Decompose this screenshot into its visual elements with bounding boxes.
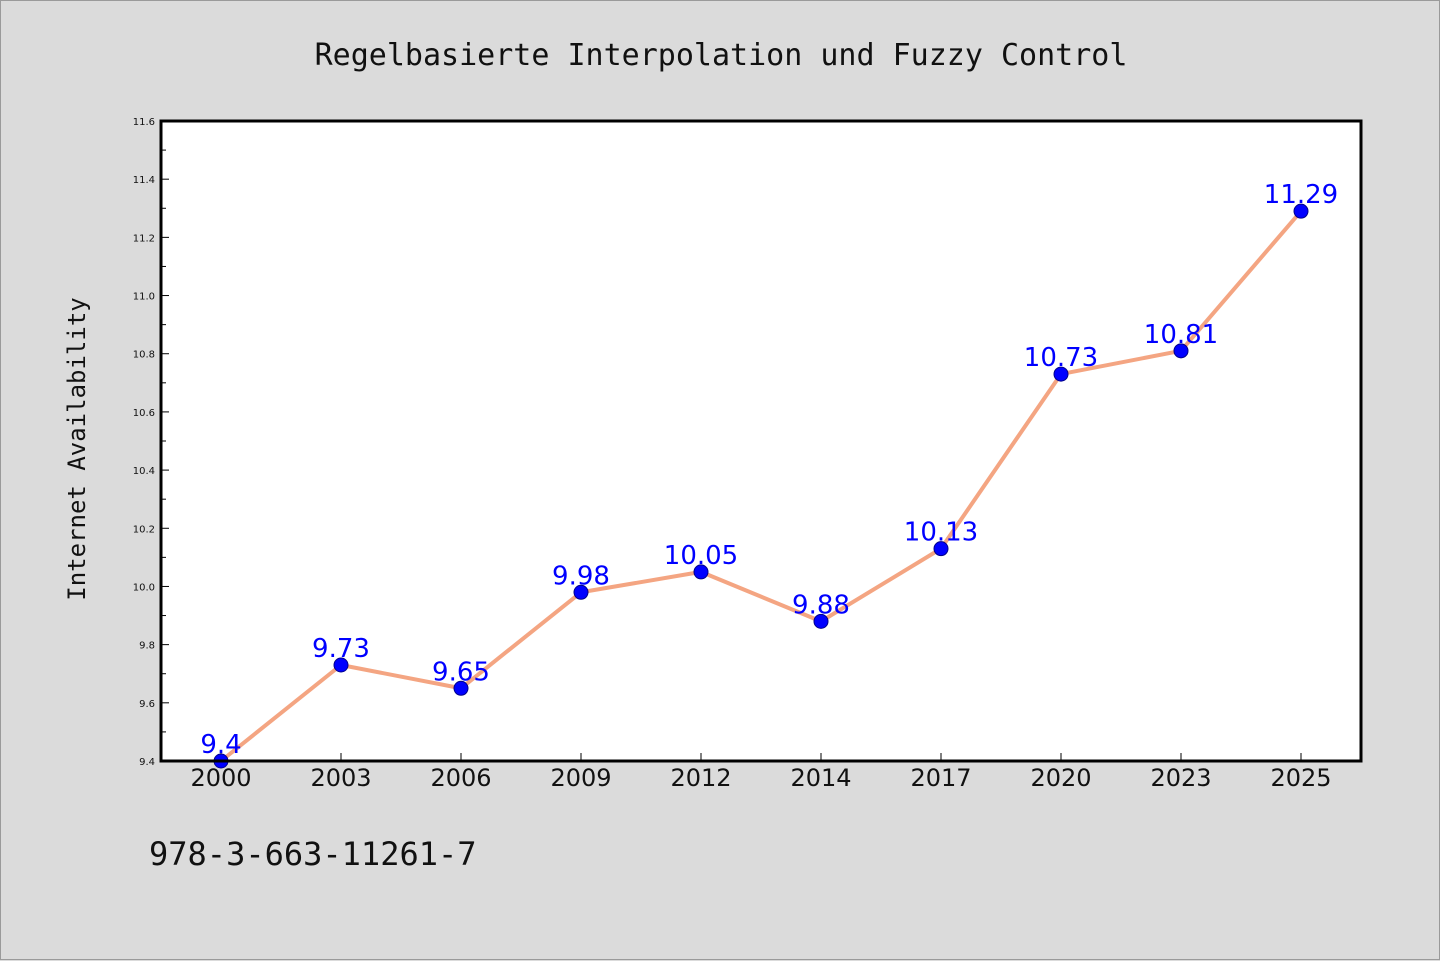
x-tick-label: 2006 — [430, 764, 491, 792]
data-point — [813, 613, 829, 629]
x-tick-label: 2025 — [1270, 764, 1331, 792]
x-tick-label: 2003 — [310, 764, 371, 792]
data-label: 9.88 — [792, 590, 850, 620]
x-tick-label: 2000 — [190, 764, 251, 792]
data-point — [1053, 366, 1069, 382]
data-point — [453, 680, 469, 696]
data-point — [1293, 203, 1309, 219]
series-layer: 9.4 9.73 9.65 9.98 10.05 9.88 10.13 10.73 10.81 1… — [200, 180, 1338, 769]
y-tick-label: 11.0 — [133, 292, 155, 303]
data-label: 11.29 — [1264, 180, 1338, 210]
chart-title: Regelbasierte Interpolation und Fuzzy Co… — [315, 38, 1128, 73]
x-axis: 2000 2003 2006 2009 2012 2014 2017 2020 2023 2025 — [190, 753, 1332, 792]
footnote: 978-3-663-11261-7 — [149, 835, 477, 873]
plot-frame — [159, 119, 1363, 763]
data-point — [693, 564, 709, 580]
y-tick-label: 11.6 — [133, 117, 155, 128]
data-label: 10.05 — [664, 541, 738, 571]
series-line — [219, 209, 1303, 763]
y-tick-label: 10.4 — [133, 466, 155, 477]
x-tick-label: 2017 — [910, 764, 971, 792]
y-axis-label: Internet Availability — [63, 297, 91, 600]
y-tick-label: 9.8 — [139, 641, 155, 652]
data-label: 10.81 — [1144, 320, 1218, 350]
y-tick-label: 11.2 — [133, 233, 155, 244]
x-tick-label: 2012 — [670, 764, 731, 792]
data-label: 9.98 — [552, 561, 610, 591]
y-tick-label: 10.8 — [133, 350, 155, 361]
x-tick-label: 2023 — [1150, 764, 1211, 792]
y-tick-label: 10.6 — [133, 408, 155, 419]
y-tick-label: 11.4 — [133, 175, 155, 186]
data-label: 10.73 — [1024, 343, 1098, 373]
x-tick-label: 2009 — [550, 764, 611, 792]
y-tick-label: 10.2 — [133, 524, 155, 535]
data-label: 9.4 — [200, 730, 241, 760]
data-label: 9.73 — [312, 634, 370, 664]
y-tick-label: 9.6 — [139, 699, 155, 710]
y-tick-label: 9.4 — [139, 757, 155, 768]
x-tick-label: 2014 — [790, 764, 851, 792]
data-label: 9.65 — [432, 657, 490, 687]
plot-area — [161, 121, 1361, 761]
x-tick-label: 2020 — [1030, 764, 1091, 792]
data-point — [1173, 343, 1189, 359]
data-label: 10.13 — [904, 518, 978, 548]
data-point — [333, 657, 349, 673]
data-point — [573, 584, 589, 600]
y-tick-label: 10.0 — [133, 582, 155, 593]
data-point — [933, 541, 949, 557]
